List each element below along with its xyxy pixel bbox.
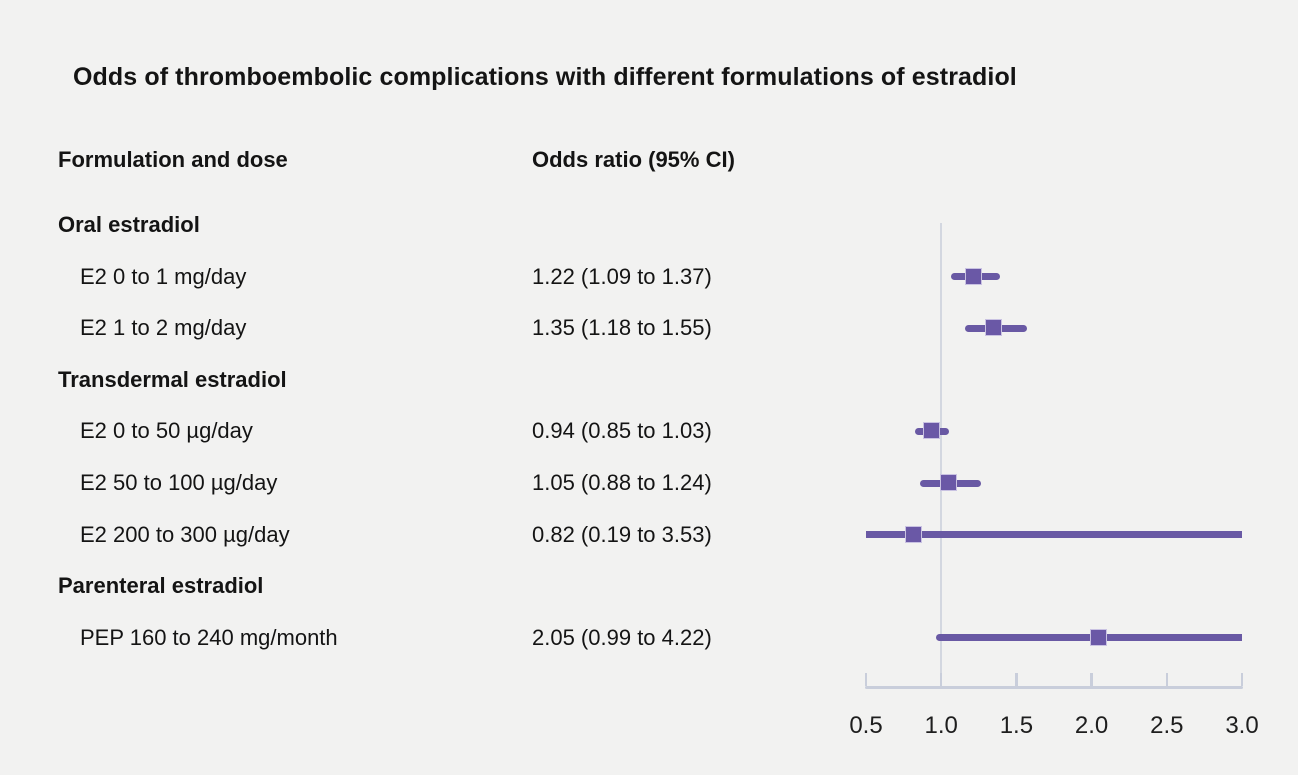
axis-tick bbox=[1090, 673, 1093, 686]
axis-tick bbox=[939, 673, 943, 686]
row-label: E2 1 to 2 mg/day bbox=[80, 315, 247, 341]
or-marker bbox=[984, 319, 1002, 337]
or-marker bbox=[905, 525, 923, 543]
row-value: 1.05 (0.88 to 1.24) bbox=[532, 470, 712, 495]
or-marker bbox=[923, 422, 941, 440]
row-label: E2 50 to 100 µg/day bbox=[80, 470, 278, 495]
axis-tick bbox=[1240, 673, 1244, 686]
x-axis-line bbox=[864, 686, 1244, 689]
row-value: 1.22 (1.09 to 1.37) bbox=[532, 263, 712, 289]
or-marker bbox=[965, 267, 983, 285]
figure-title: Odds of thromboembolic complications wit… bbox=[73, 63, 1017, 91]
or-marker bbox=[939, 474, 957, 491]
group-label: Parenteral estradiol bbox=[58, 573, 264, 599]
row-label: PEP 160 to 240 mg/month bbox=[80, 624, 338, 650]
axis-tick-label: 2.0 bbox=[1074, 712, 1109, 739]
ci-bar bbox=[866, 531, 1242, 539]
row-value: 2.05 (0.99 to 4.22) bbox=[532, 624, 712, 650]
row-label: E2 0 to 1 mg/day bbox=[80, 263, 247, 289]
group-label: Transdermal estradiol bbox=[58, 366, 287, 392]
axis-tick-label: 2.5 bbox=[1150, 712, 1184, 739]
axis-tick-label: 1.5 bbox=[999, 712, 1034, 739]
axis-tick bbox=[864, 673, 868, 686]
reference-line bbox=[939, 223, 943, 689]
axis-tick bbox=[1165, 673, 1169, 686]
row-value: 0.94 (0.85 to 1.03) bbox=[532, 418, 712, 444]
axis-tick-label: 1.0 bbox=[924, 712, 958, 739]
axis-tick-label: 0.5 bbox=[849, 712, 883, 739]
or-marker bbox=[1090, 628, 1108, 646]
row-label: E2 200 to 300 µg/day bbox=[80, 521, 290, 547]
axis-tick bbox=[1015, 673, 1018, 686]
row-value: 0.82 (0.19 to 3.53) bbox=[532, 521, 712, 547]
axis-tick-label: 3.0 bbox=[1225, 712, 1259, 739]
row-label: E2 0 to 50 µg/day bbox=[80, 418, 253, 444]
column-header-odds-ratio: Odds ratio (95% CI) bbox=[532, 147, 735, 172]
ci-bar bbox=[936, 634, 1242, 642]
row-value: 1.35 (1.18 to 1.55) bbox=[532, 315, 712, 341]
group-label: Oral estradiol bbox=[58, 212, 200, 237]
column-header-formulation: Formulation and dose bbox=[58, 147, 288, 172]
